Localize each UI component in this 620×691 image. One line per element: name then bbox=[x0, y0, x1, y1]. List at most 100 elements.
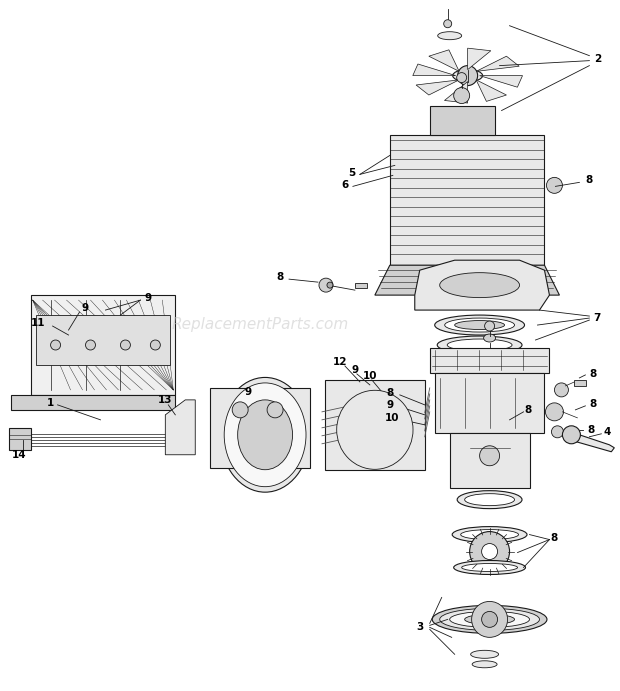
FancyBboxPatch shape bbox=[30, 295, 175, 395]
Text: 12: 12 bbox=[333, 357, 347, 367]
Circle shape bbox=[120, 340, 130, 350]
Ellipse shape bbox=[438, 32, 462, 39]
Text: ReplacementParts.com: ReplacementParts.com bbox=[172, 317, 349, 332]
Polygon shape bbox=[476, 80, 507, 102]
Text: 8: 8 bbox=[524, 405, 531, 415]
Circle shape bbox=[485, 321, 495, 331]
Ellipse shape bbox=[432, 605, 547, 634]
Ellipse shape bbox=[224, 383, 306, 486]
Ellipse shape bbox=[452, 527, 527, 542]
Text: 9: 9 bbox=[82, 303, 89, 313]
Text: 8: 8 bbox=[588, 425, 595, 435]
Circle shape bbox=[546, 403, 564, 421]
Polygon shape bbox=[415, 261, 549, 310]
Ellipse shape bbox=[440, 273, 520, 298]
Ellipse shape bbox=[220, 377, 310, 492]
Text: 9: 9 bbox=[352, 365, 358, 375]
Circle shape bbox=[327, 282, 333, 288]
Circle shape bbox=[457, 73, 467, 83]
Polygon shape bbox=[467, 48, 491, 70]
Circle shape bbox=[454, 88, 469, 104]
Circle shape bbox=[86, 340, 95, 350]
Text: 4: 4 bbox=[604, 427, 611, 437]
Text: 2: 2 bbox=[594, 54, 601, 64]
Ellipse shape bbox=[445, 318, 515, 332]
Ellipse shape bbox=[462, 564, 518, 571]
Polygon shape bbox=[569, 430, 614, 452]
FancyBboxPatch shape bbox=[390, 135, 544, 265]
FancyBboxPatch shape bbox=[430, 348, 549, 373]
Text: 8: 8 bbox=[386, 388, 394, 398]
Polygon shape bbox=[480, 75, 523, 87]
Ellipse shape bbox=[454, 321, 505, 330]
Circle shape bbox=[469, 531, 510, 571]
Ellipse shape bbox=[464, 493, 515, 506]
Text: 9: 9 bbox=[244, 387, 252, 397]
Polygon shape bbox=[166, 400, 195, 455]
Circle shape bbox=[562, 426, 580, 444]
FancyBboxPatch shape bbox=[210, 388, 310, 468]
Text: 3: 3 bbox=[416, 623, 423, 632]
Text: 5: 5 bbox=[348, 169, 355, 178]
Text: 8: 8 bbox=[586, 176, 593, 185]
Circle shape bbox=[472, 601, 508, 637]
Ellipse shape bbox=[454, 560, 526, 574]
Text: 11: 11 bbox=[30, 318, 45, 328]
Circle shape bbox=[482, 612, 498, 627]
Ellipse shape bbox=[337, 390, 413, 469]
Circle shape bbox=[546, 178, 562, 193]
Text: 7: 7 bbox=[594, 313, 601, 323]
FancyBboxPatch shape bbox=[325, 380, 425, 470]
Circle shape bbox=[554, 383, 569, 397]
Circle shape bbox=[51, 340, 61, 350]
Circle shape bbox=[151, 340, 161, 350]
Ellipse shape bbox=[464, 614, 515, 625]
Circle shape bbox=[319, 278, 333, 292]
Polygon shape bbox=[445, 82, 467, 103]
Polygon shape bbox=[11, 395, 175, 410]
Circle shape bbox=[458, 66, 477, 86]
Text: 6: 6 bbox=[341, 180, 348, 190]
FancyBboxPatch shape bbox=[574, 380, 587, 386]
Ellipse shape bbox=[450, 612, 529, 627]
FancyBboxPatch shape bbox=[435, 373, 544, 433]
Circle shape bbox=[267, 402, 283, 418]
FancyBboxPatch shape bbox=[35, 315, 171, 365]
Text: 8: 8 bbox=[590, 369, 597, 379]
FancyBboxPatch shape bbox=[9, 428, 30, 450]
Text: 8: 8 bbox=[590, 399, 597, 409]
Text: 10: 10 bbox=[384, 413, 399, 423]
Polygon shape bbox=[413, 64, 456, 75]
Ellipse shape bbox=[435, 315, 525, 335]
FancyBboxPatch shape bbox=[430, 106, 495, 135]
Circle shape bbox=[551, 426, 564, 438]
Circle shape bbox=[482, 544, 498, 560]
Ellipse shape bbox=[472, 112, 492, 119]
Polygon shape bbox=[416, 80, 459, 95]
Text: 8: 8 bbox=[277, 272, 284, 282]
Ellipse shape bbox=[471, 650, 498, 659]
Text: 14: 14 bbox=[11, 450, 26, 460]
Polygon shape bbox=[375, 265, 559, 295]
Ellipse shape bbox=[453, 70, 482, 82]
Ellipse shape bbox=[447, 339, 512, 351]
Text: 13: 13 bbox=[158, 395, 172, 405]
Polygon shape bbox=[476, 56, 519, 71]
Circle shape bbox=[232, 402, 248, 418]
Ellipse shape bbox=[237, 400, 293, 470]
Text: 9: 9 bbox=[386, 400, 393, 410]
Ellipse shape bbox=[484, 334, 495, 342]
Text: 8: 8 bbox=[551, 533, 558, 542]
Ellipse shape bbox=[437, 336, 522, 354]
Circle shape bbox=[444, 20, 452, 28]
Text: 9: 9 bbox=[145, 293, 152, 303]
Circle shape bbox=[480, 446, 500, 466]
Polygon shape bbox=[429, 50, 459, 71]
Ellipse shape bbox=[461, 529, 518, 540]
Text: 1: 1 bbox=[47, 398, 54, 408]
Text: 10: 10 bbox=[363, 371, 377, 381]
Ellipse shape bbox=[472, 661, 497, 668]
FancyBboxPatch shape bbox=[355, 283, 367, 288]
FancyBboxPatch shape bbox=[450, 433, 529, 488]
Ellipse shape bbox=[457, 491, 522, 509]
